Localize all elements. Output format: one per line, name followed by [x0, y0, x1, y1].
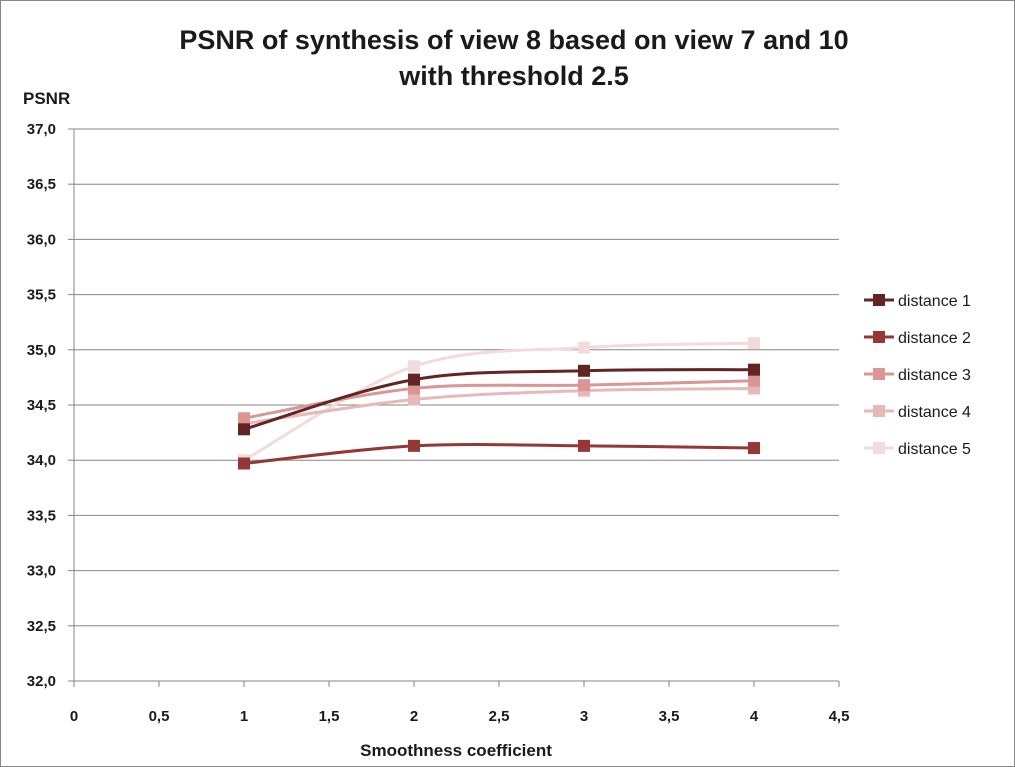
x-axis-title: Smoothness coefficient [360, 741, 552, 760]
data-point-distance-5 [408, 360, 420, 373]
data-point-distance-2 [238, 457, 250, 470]
x-tick-label: 3,5 [659, 708, 680, 725]
x-tick-label: 1 [240, 708, 248, 725]
legend-label-distance-3: distance 3 [898, 367, 971, 384]
y-tick-label: 33,5 [27, 507, 56, 524]
y-tick-label: 36,5 [27, 176, 56, 193]
series-line-distance-5 [243, 341, 755, 462]
data-point-distance-3 [748, 374, 760, 387]
chart-title-line-1: PSNR of synthesis of view 8 based on vie… [179, 25, 848, 55]
y-tick-label: 35,5 [27, 287, 56, 304]
chart-title-line-2: with threshold 2.5 [398, 61, 629, 91]
data-point-distance-2 [408, 439, 420, 452]
data-point-distance-1 [238, 423, 250, 436]
data-point-distance-3 [238, 412, 250, 425]
data-point-distance-1 [408, 373, 420, 386]
y-tick-label: 34,0 [27, 452, 56, 469]
grid-layer [74, 128, 839, 682]
legend: distance 1 distance 2 distance 3 distance 4… [864, 293, 971, 458]
x-tick-label: 0 [70, 708, 78, 725]
data-point-distance-2 [578, 439, 590, 452]
x-tick-label: 0,5 [149, 708, 170, 725]
legend-marker-distance-2 [873, 331, 885, 343]
x-tick-label: 4 [750, 708, 759, 725]
legend-marker-distance-3 [873, 368, 885, 380]
ticks-layer: 32,032,533,033,534,034,535,035,536,036,5… [27, 121, 850, 725]
x-tick-label: 2 [410, 708, 418, 725]
x-tick-label: 2,5 [489, 708, 510, 725]
legend-label-distance-2: distance 2 [898, 330, 971, 347]
series-line-distance-4 [243, 386, 755, 426]
data-point-distance-5 [748, 337, 760, 350]
legend-marker-distance-4 [873, 405, 885, 417]
axes-layer [68, 128, 840, 687]
y-tick-label: 33,0 [27, 563, 56, 580]
y-tick-label: 35,0 [27, 342, 56, 359]
x-tick-label: 3 [580, 708, 588, 725]
y-tick-label: 34,5 [27, 397, 56, 414]
legend-label-distance-4: distance 4 [898, 404, 971, 421]
y-tick-label: 36,0 [27, 231, 56, 248]
y-tick-label: 32,5 [27, 618, 56, 635]
series-line-distance-1 [243, 368, 755, 431]
legend-marker-distance-5 [873, 442, 885, 454]
y-tick-label: 32,0 [27, 673, 56, 690]
legend-label-distance-1: distance 1 [898, 293, 971, 310]
data-point-distance-3 [578, 379, 590, 392]
series-layer [238, 337, 760, 470]
x-tick-label: 4,5 [829, 708, 850, 725]
series-line-distance-2 [243, 442, 755, 466]
legend-label-distance-5: distance 5 [898, 441, 971, 458]
data-point-distance-4 [408, 393, 420, 406]
y-tick-label: 37,0 [27, 121, 56, 138]
y-axis-title: PSNR [23, 89, 70, 108]
data-point-distance-1 [748, 363, 760, 376]
legend-marker-distance-1 [873, 294, 885, 306]
data-point-distance-1 [578, 364, 590, 377]
x-tick-label: 1,5 [319, 708, 340, 725]
data-point-distance-5 [578, 341, 590, 354]
data-point-distance-2 [748, 442, 760, 455]
